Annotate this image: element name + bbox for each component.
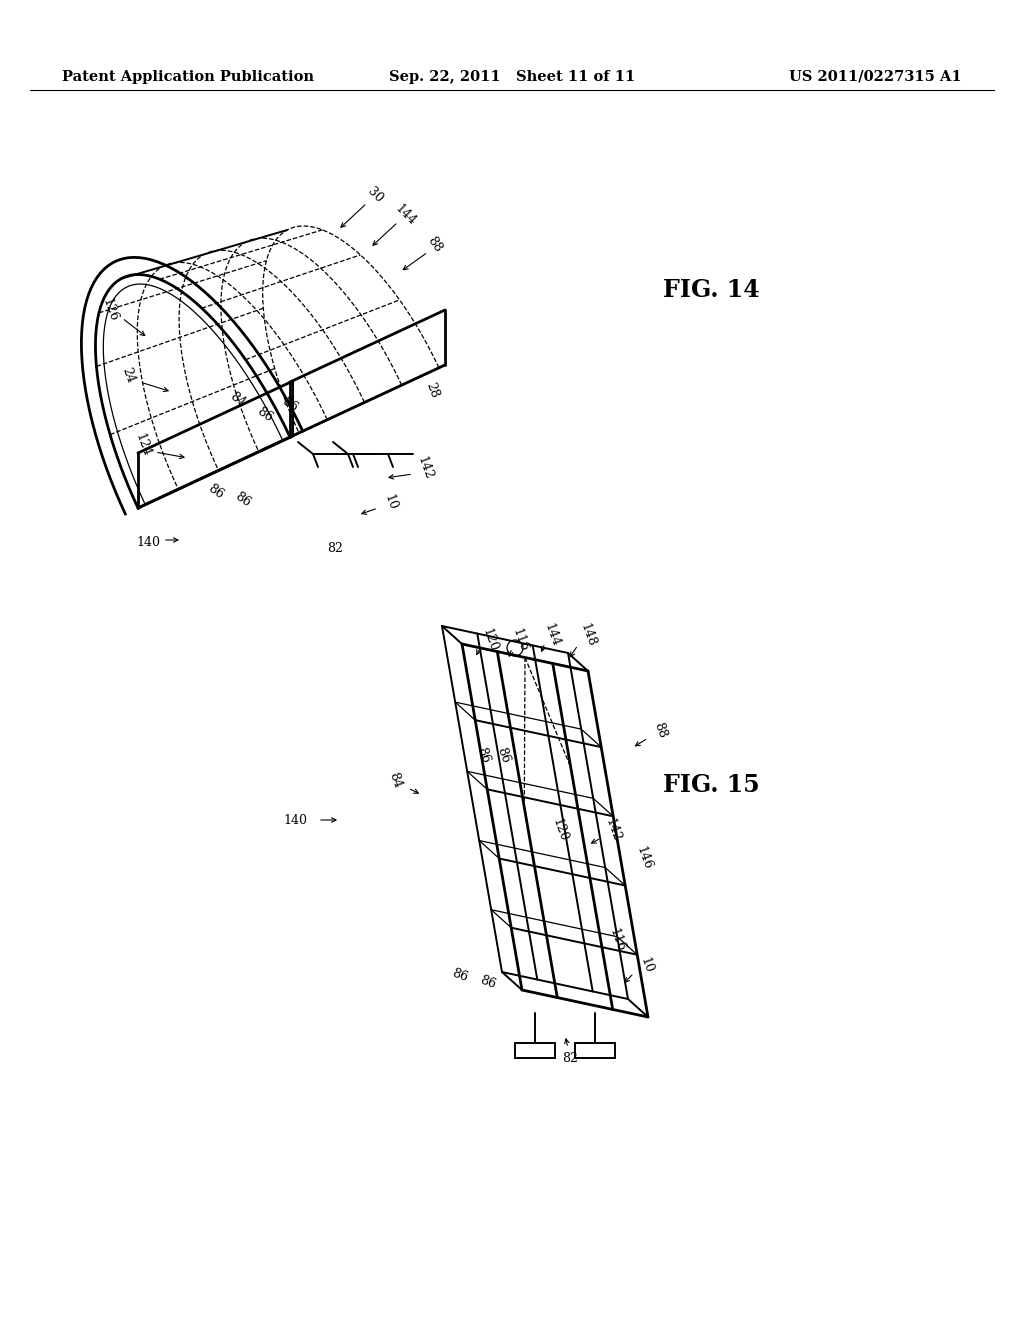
Text: 86: 86 (451, 966, 470, 983)
Text: 10: 10 (637, 956, 654, 974)
Text: 30: 30 (365, 185, 385, 205)
Text: 86: 86 (474, 746, 492, 764)
Text: 120: 120 (550, 817, 570, 843)
Text: 144: 144 (392, 202, 418, 228)
Text: 88: 88 (425, 235, 444, 255)
Text: 142: 142 (603, 817, 624, 843)
Text: 28: 28 (423, 380, 440, 400)
Text: 86: 86 (478, 973, 498, 991)
Text: 116: 116 (607, 927, 628, 953)
Text: Sep. 22, 2011   Sheet 11 of 11: Sep. 22, 2011 Sheet 11 of 11 (389, 70, 635, 84)
Text: 146: 146 (634, 845, 654, 871)
Text: 24: 24 (119, 366, 137, 384)
Text: 126: 126 (99, 297, 120, 323)
Text: 86: 86 (495, 746, 512, 764)
Text: 82: 82 (562, 1052, 578, 1064)
Text: 140: 140 (136, 536, 160, 549)
Text: 142: 142 (415, 454, 435, 482)
Text: 86: 86 (255, 405, 275, 425)
Text: 86: 86 (280, 395, 300, 414)
Text: 10: 10 (381, 492, 398, 512)
Text: Patent Application Publication: Patent Application Publication (62, 70, 314, 84)
Text: 82: 82 (327, 541, 343, 554)
Text: FIG. 15: FIG. 15 (664, 774, 760, 797)
Text: 116: 116 (510, 627, 530, 653)
Text: 84: 84 (386, 771, 403, 789)
Text: 144: 144 (542, 622, 562, 648)
Text: 140: 140 (283, 813, 307, 826)
Text: 86: 86 (232, 490, 253, 510)
Text: 86: 86 (206, 482, 226, 502)
Text: 88: 88 (651, 721, 669, 739)
Text: 120: 120 (480, 627, 500, 653)
Text: 84: 84 (227, 391, 248, 411)
Text: FIG. 14: FIG. 14 (664, 279, 760, 302)
Text: 148: 148 (578, 622, 598, 648)
Text: US 2011/0227315 A1: US 2011/0227315 A1 (790, 70, 962, 84)
Text: 124: 124 (133, 432, 154, 458)
